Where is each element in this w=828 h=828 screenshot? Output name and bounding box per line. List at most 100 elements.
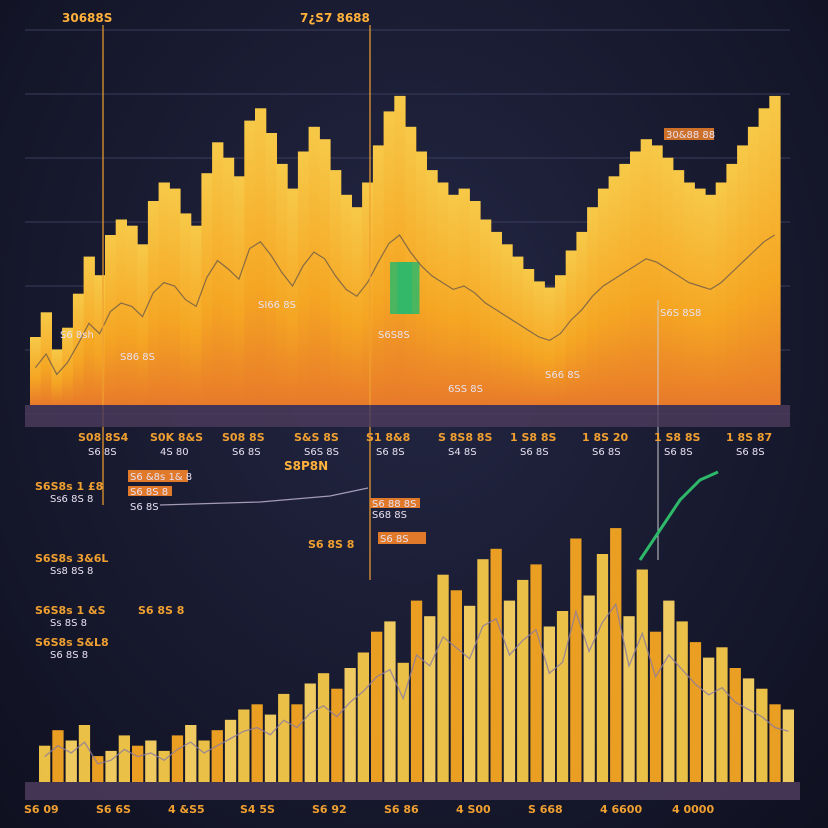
bottom-bar <box>596 554 609 782</box>
bottom-trend-line <box>44 602 789 765</box>
top-bar <box>662 157 674 405</box>
top-bar <box>51 349 63 405</box>
top-trend-line <box>34 234 775 376</box>
top-x-sub-label: S6 8S <box>736 447 765 458</box>
top-x-tick-label: S 8S8 8S <box>438 431 492 444</box>
top-bar <box>255 108 267 406</box>
bottom-x-tick-label: 4 &S5 <box>168 803 205 816</box>
bottom-bar <box>171 735 184 782</box>
top-bar <box>458 188 470 405</box>
top-bar <box>265 133 277 405</box>
top-bar <box>544 287 556 405</box>
annotation-5: S86 8S <box>120 352 155 363</box>
top-bar <box>522 269 535 405</box>
top-bar <box>212 142 224 406</box>
bottom-bar <box>304 683 316 782</box>
top-bar <box>394 95 406 406</box>
top-bar <box>565 250 577 405</box>
top-bar <box>308 126 320 406</box>
bottom-left-label: S6S8s 1 £8 <box>35 480 103 493</box>
bottom-candle-line <box>638 470 719 561</box>
bottom-left-sublabel: S6 8S 8 <box>50 650 88 661</box>
top-axis-band <box>25 405 790 427</box>
callout-box-3 <box>370 498 420 508</box>
annotation-2: S6 8sh <box>60 330 94 341</box>
top-bar <box>683 182 695 405</box>
top-bar <box>362 182 374 405</box>
callout-box-1 <box>128 470 188 482</box>
callout-2: S6 8S 8 <box>130 487 168 498</box>
top-x-sub-label: S6 8S <box>376 447 405 458</box>
bottom-x-tick-label: 4 6600 <box>600 803 642 816</box>
bottom-mid-label: S6 8S 8 <box>308 538 354 551</box>
top-x-sub-label: 4S 80 <box>160 447 189 458</box>
top-bar <box>40 312 52 405</box>
top-bar <box>330 170 342 405</box>
bottom-bar <box>676 621 688 782</box>
bottom-x-tick-label: S 668 <box>528 803 563 816</box>
bottom-bar <box>756 688 768 782</box>
annotation-7: S66 8S <box>545 370 580 381</box>
bottom-bar <box>198 740 210 782</box>
top-bar <box>233 176 245 405</box>
bottom-bar <box>211 730 223 782</box>
top-bar <box>426 170 438 405</box>
bottom-overlay-lines <box>44 470 789 765</box>
top-bar <box>737 145 749 405</box>
bottom-x-tick-label: 4 S00 <box>456 803 491 816</box>
callout-4: S6 88 8S <box>372 499 417 510</box>
bottom-bar <box>344 668 356 782</box>
top-bar <box>62 327 74 405</box>
top-bar <box>158 182 170 405</box>
bottom-bar <box>331 688 343 782</box>
bottom-bars <box>39 528 794 782</box>
top-x-sub-label: S6 8S <box>592 447 621 458</box>
top-bar <box>501 244 513 405</box>
callout-box-2 <box>128 486 172 496</box>
top-bar <box>640 139 652 405</box>
bottom-callouts: S6 &8s 1& 8 S6 8S 8 S6 8S S6 88 8S S68 8… <box>128 470 426 545</box>
bottom-left-label: S6S8s S&L8 <box>35 636 109 649</box>
top-x-tick-label: 1 8S 20 <box>582 431 629 444</box>
top-bar <box>555 275 567 405</box>
bottom-bar <box>556 611 569 782</box>
bottom-bar <box>384 621 396 782</box>
bottom-bar <box>437 574 449 782</box>
top-bar <box>769 95 781 406</box>
callout-box-4 <box>378 532 426 544</box>
top-bar <box>512 256 524 405</box>
bottom-upper-line <box>159 487 369 506</box>
bottom-bar <box>729 668 741 782</box>
bottom-bar <box>782 709 794 782</box>
top-bar <box>490 231 502 405</box>
top-annotations: 30&88 88 S6 8sh SI66 8S S6S8S S86 8S 6SS… <box>60 128 715 395</box>
bottom-bar <box>397 662 409 782</box>
top-bar <box>83 256 95 405</box>
annotation-box <box>664 128 714 140</box>
top-bar <box>705 194 717 405</box>
bottom-x-tick-label: S4 5S <box>240 803 275 816</box>
top-bar <box>480 219 492 405</box>
bottom-bar <box>543 626 555 782</box>
top-x-tick-label: S0K 8&S <box>150 431 203 444</box>
top-x-tick-label: 1 S8 8S <box>654 431 701 444</box>
top-x-tick-label: S&S 8S <box>294 431 339 444</box>
annotation-6: 6SS 8S <box>448 384 483 395</box>
top-bar <box>115 219 127 405</box>
top-bar <box>244 120 256 405</box>
bottom-bar <box>105 750 117 782</box>
top-chart-title: 7¿S7 8688 <box>300 11 370 25</box>
bottom-bar <box>291 704 303 782</box>
bottom-bar <box>371 631 383 782</box>
bottom-bar <box>317 673 330 782</box>
annotation-1: 30&88 88 <box>666 130 715 141</box>
top-bar <box>672 170 685 405</box>
bottom-bar <box>663 600 675 782</box>
bottom-bar <box>464 605 476 782</box>
bottom-bar <box>716 647 728 782</box>
top-x-ticks: S08 8S4 S6 8S S0K 8&S 4S 80 S08 8S S6 8S S&S 8… <box>78 431 772 458</box>
top-bar <box>180 213 192 405</box>
bottom-bar <box>623 616 635 782</box>
top-bar <box>72 293 85 405</box>
